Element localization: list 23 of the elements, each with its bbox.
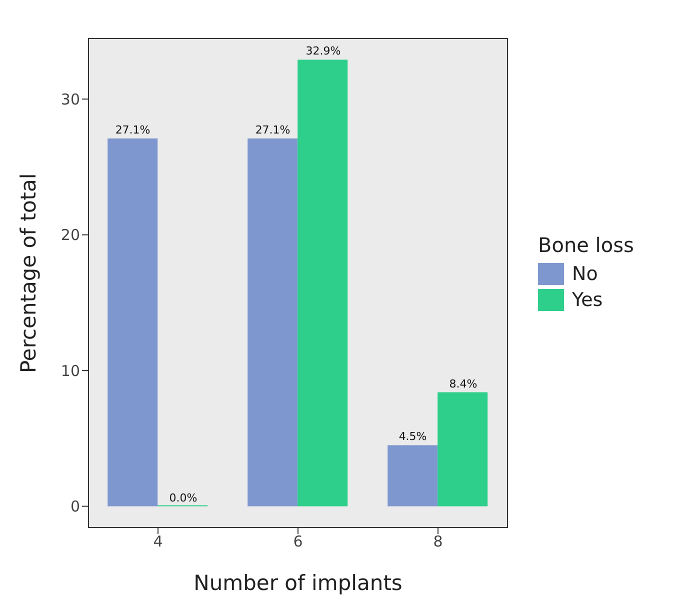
y-tick-label: 20 (60, 226, 80, 244)
bar (438, 392, 488, 506)
y-tick-label: 0 (70, 498, 80, 516)
data-label: 32.9% (306, 44, 341, 58)
legend-label: Yes (571, 288, 604, 313)
data-label: 27.1% (255, 123, 290, 136)
bar (108, 138, 158, 506)
bar (298, 60, 348, 506)
x-tick-label: 4 (153, 532, 163, 551)
y-tick-label: 30 (60, 90, 80, 108)
x-tick-label: 6 (293, 532, 303, 551)
data-label: 27.1% (115, 123, 150, 136)
bar (388, 445, 438, 506)
data-label: 8.4% (449, 377, 478, 390)
legend-label: No (571, 262, 599, 287)
y-tick-label: 10 (60, 362, 80, 380)
y-axis-title: Percentage of total (16, 173, 40, 373)
x-axis-title: Number of implants (194, 571, 402, 595)
legend-title: Bone loss (538, 233, 634, 257)
data-label: 0.0% (169, 491, 198, 504)
bar (248, 138, 298, 506)
data-label: 4.5% (398, 430, 427, 444)
x-tick-label: 8 (433, 532, 443, 551)
